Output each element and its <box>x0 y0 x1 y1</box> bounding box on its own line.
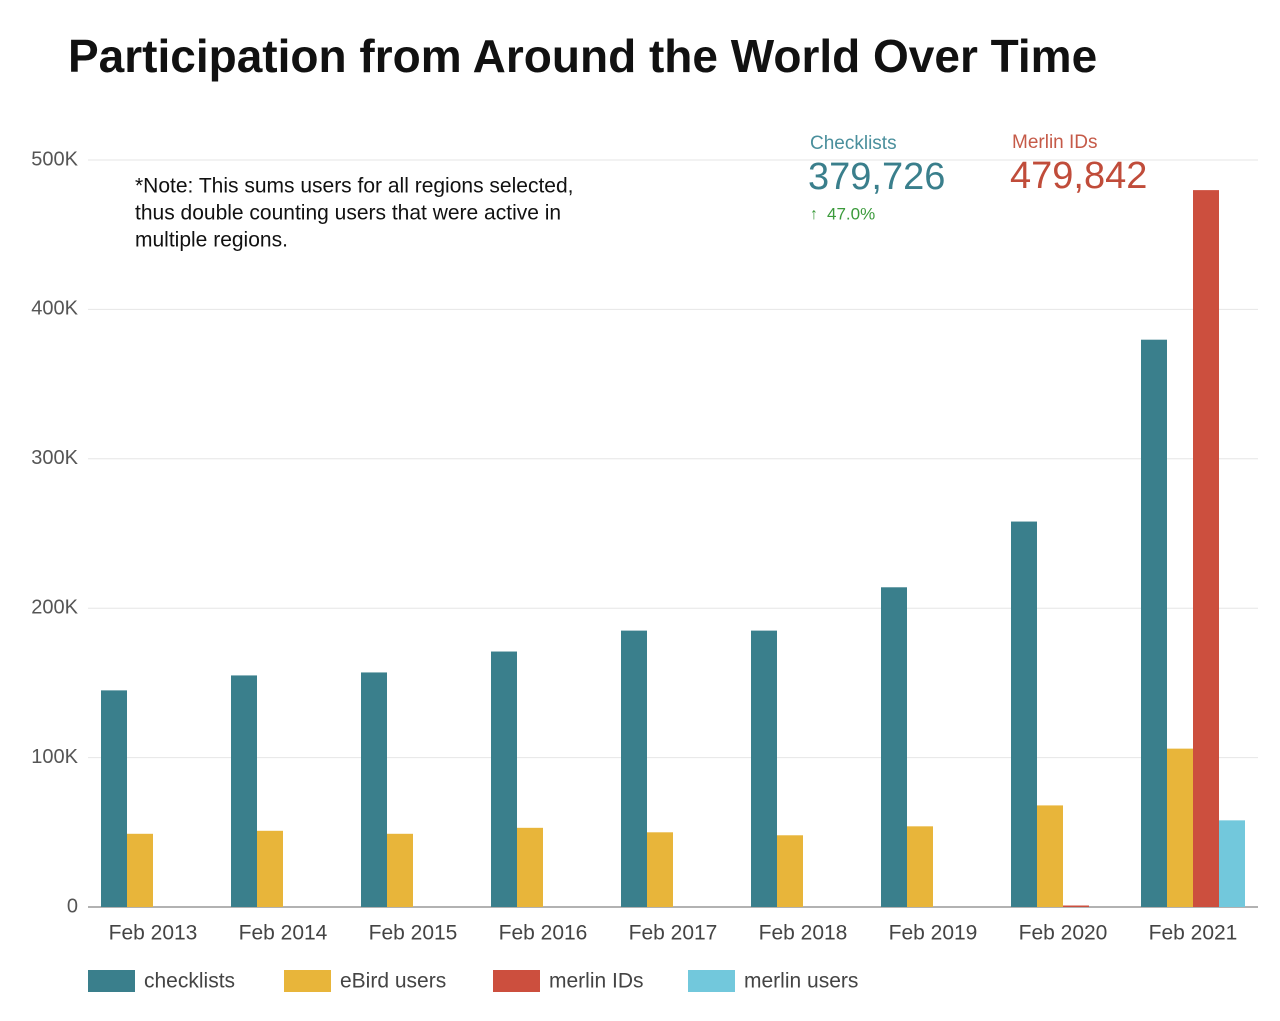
bar <box>491 651 517 907</box>
bar <box>777 835 803 907</box>
bar <box>881 587 907 907</box>
bar <box>1011 521 1037 907</box>
note: multiple regions. <box>135 229 288 252</box>
bar <box>257 830 283 907</box>
bar <box>1193 190 1219 907</box>
x-tick-label: Feb 2020 <box>1019 922 1108 945</box>
legend-label: merlin IDs <box>549 970 644 993</box>
x-tick-label: Feb 2015 <box>369 922 458 945</box>
bar <box>647 832 673 907</box>
bar <box>127 833 153 907</box>
x-tick-label: Feb 2019 <box>889 922 978 945</box>
bar <box>907 826 933 907</box>
bar <box>621 630 647 907</box>
chart-title: Participation from Around the World Over… <box>68 30 1097 82</box>
kpi-value: 479,842 <box>1010 155 1147 197</box>
x-tick-label: Feb 2014 <box>239 922 328 945</box>
note: *Note: This sums users for all regions s… <box>135 175 573 198</box>
x-tick-label: Feb 2016 <box>499 922 588 945</box>
bar <box>1141 339 1167 908</box>
legend-label: checklists <box>144 970 235 993</box>
kpi-label: Merlin IDs <box>1012 132 1098 153</box>
legend-swatch <box>688 970 735 992</box>
legend-label: eBird users <box>340 970 446 993</box>
bar <box>101 690 127 907</box>
note: thus double counting users that were act… <box>135 202 561 225</box>
x-tick-label: Feb 2018 <box>759 922 848 945</box>
x-tick-label: Feb 2013 <box>109 922 198 945</box>
y-tick-label: 0 <box>67 895 78 917</box>
legend-label: merlin users <box>744 970 858 993</box>
legend-swatch <box>88 970 135 992</box>
bar <box>1167 748 1193 907</box>
y-tick-label: 200K <box>31 596 78 618</box>
bar <box>387 833 413 907</box>
bar <box>1063 905 1089 907</box>
bar <box>1219 820 1245 907</box>
legend-swatch <box>493 970 540 992</box>
y-tick-label: 500K <box>31 148 78 170</box>
bar <box>231 675 257 907</box>
x-tick-label: Feb 2017 <box>629 922 718 945</box>
bar <box>361 672 387 907</box>
legend-swatch <box>284 970 331 992</box>
bar <box>751 630 777 907</box>
y-tick-label: 100K <box>31 746 78 768</box>
y-tick-label: 400K <box>31 298 78 320</box>
kpi-value: 379,726 <box>808 156 945 198</box>
kpi-arrow: ↑ <box>810 206 818 223</box>
bar <box>517 827 543 907</box>
kpi-label: Checklists <box>810 133 897 154</box>
bar <box>1037 805 1063 907</box>
kpi-change: 47.0% <box>827 204 875 223</box>
y-tick-label: 300K <box>31 447 78 469</box>
x-tick-label: Feb 2021 <box>1149 922 1238 945</box>
